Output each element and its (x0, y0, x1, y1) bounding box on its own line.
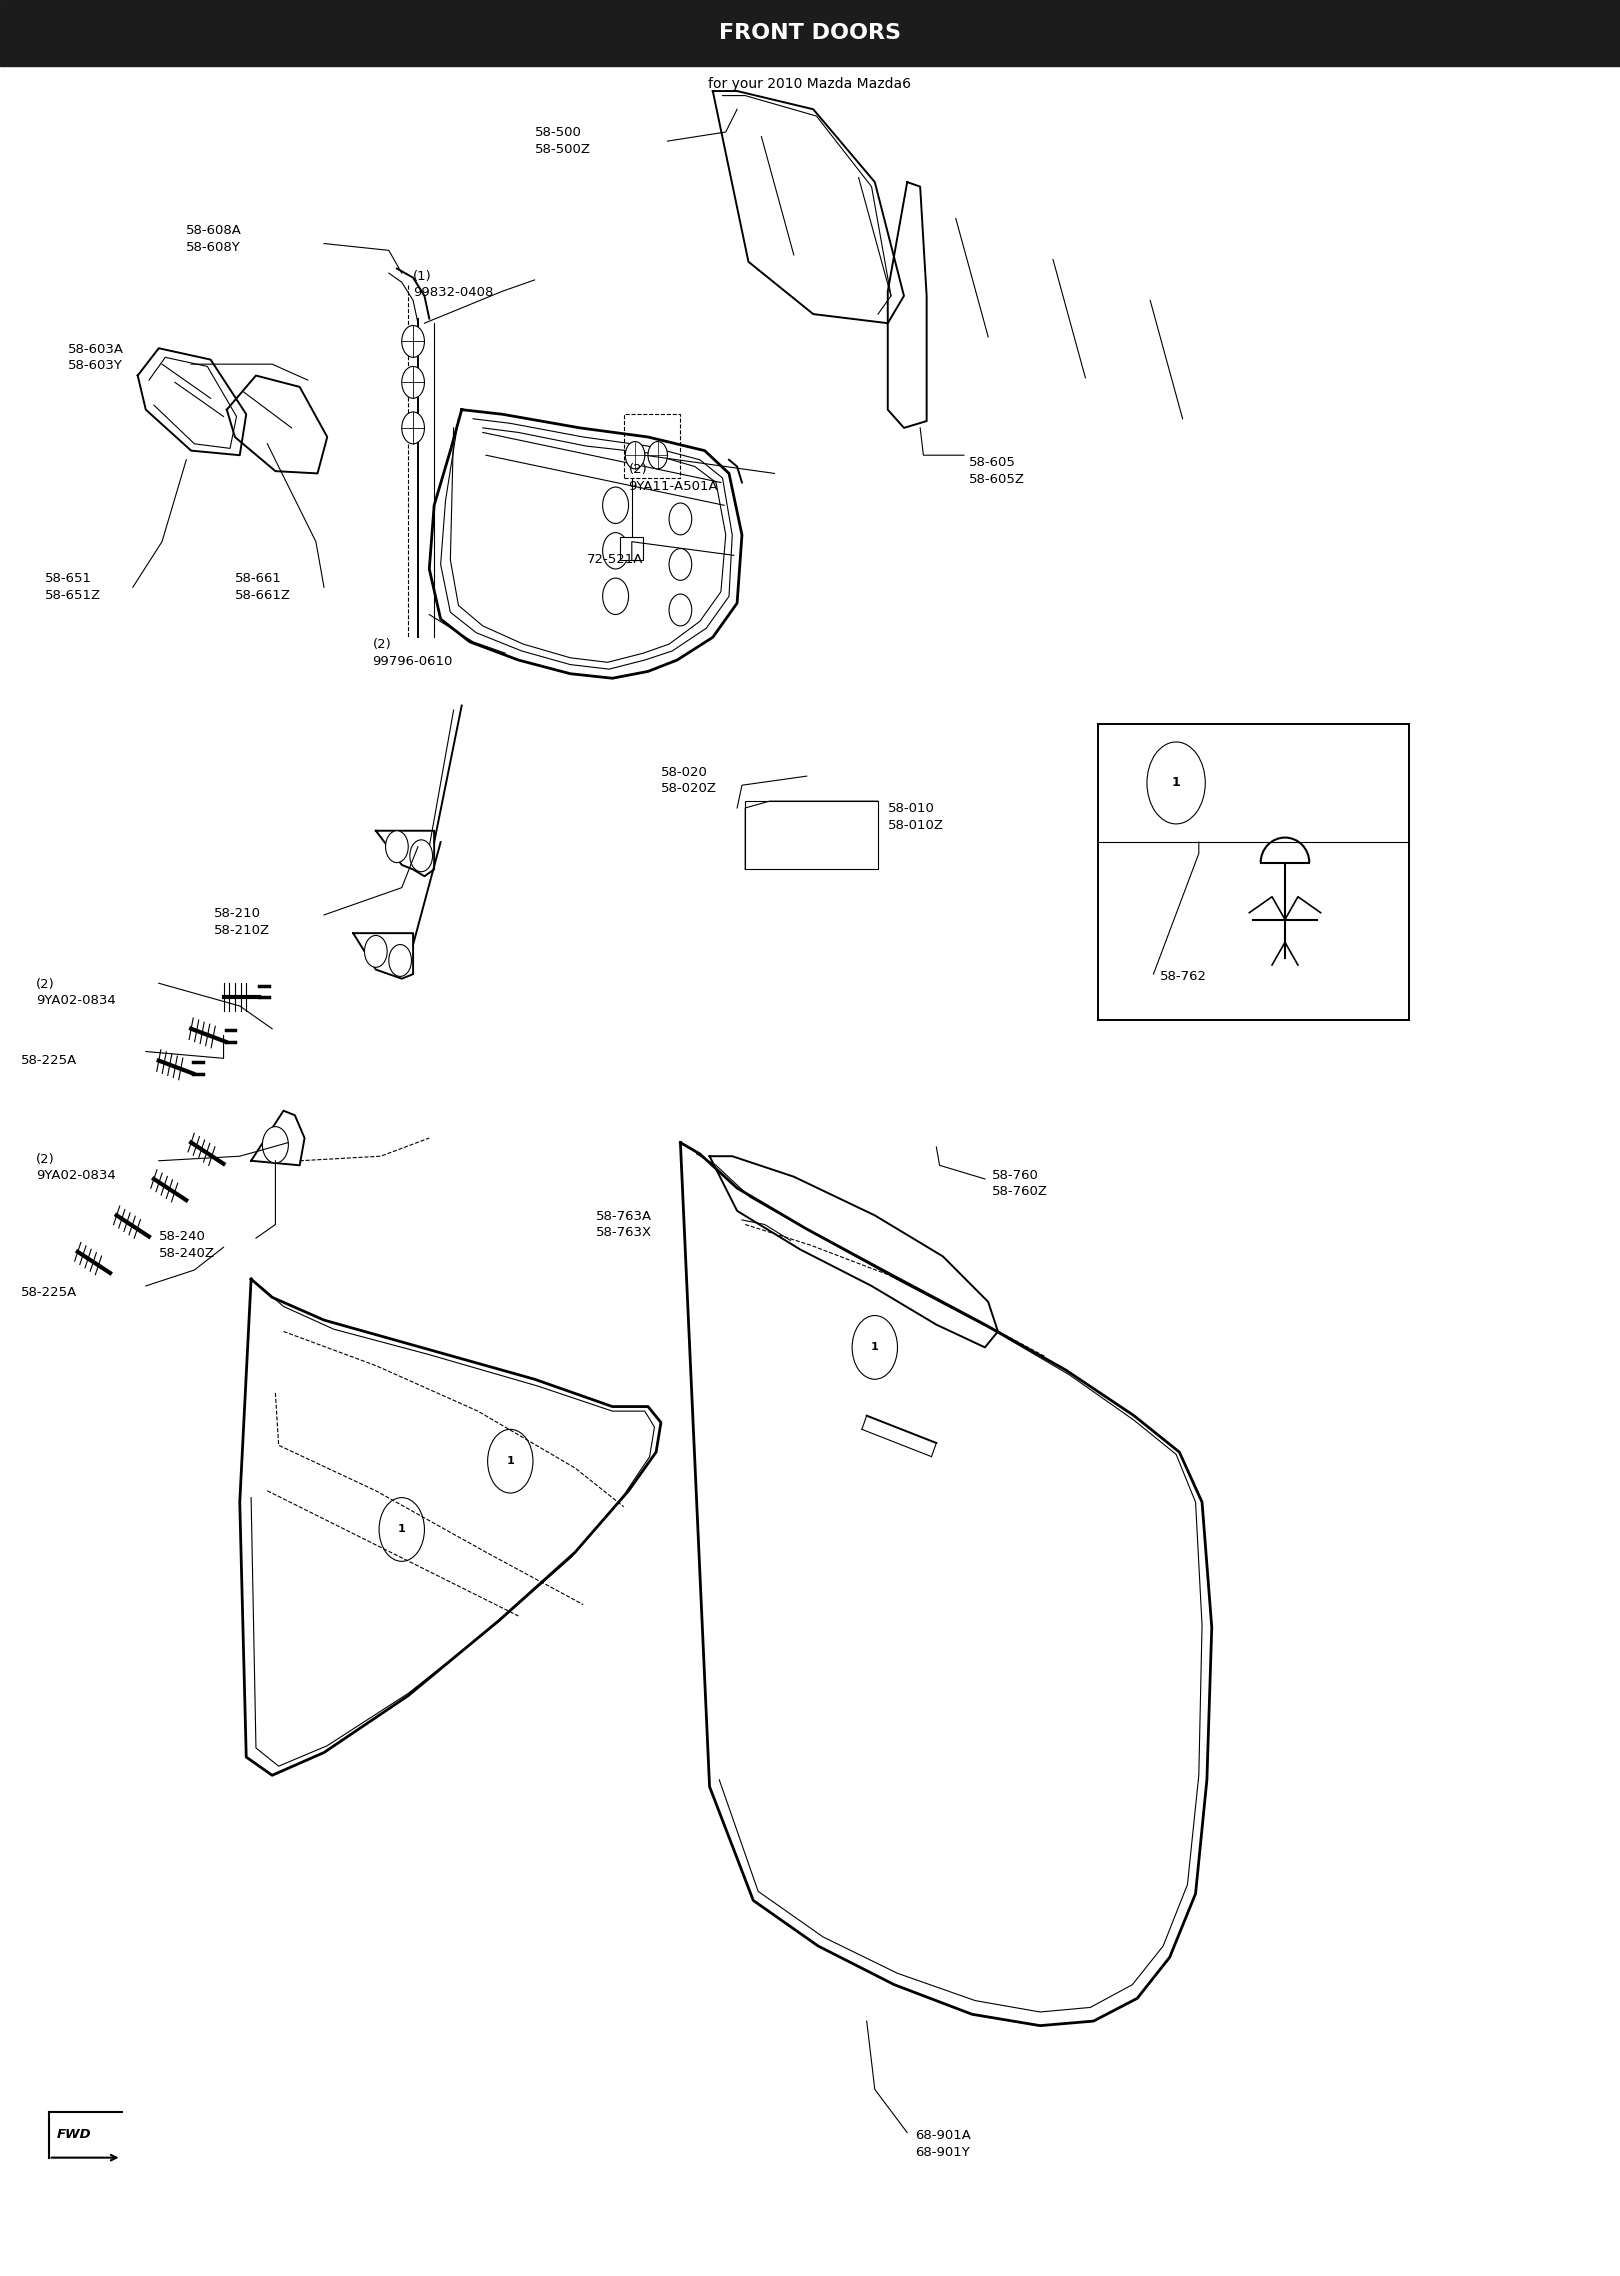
Bar (1098, 724, 1409, 1020)
Text: 58-500
58-500Z: 58-500 58-500Z (535, 127, 591, 155)
Text: 1: 1 (507, 1457, 514, 1466)
Text: 58-760
58-760Z: 58-760 58-760Z (991, 1170, 1048, 1197)
Circle shape (669, 503, 692, 535)
Circle shape (603, 533, 629, 569)
Text: FRONT DOORS: FRONT DOORS (719, 23, 901, 43)
Text: 68-901A
68-901Y: 68-901A 68-901Y (915, 2130, 970, 2158)
Circle shape (402, 325, 424, 357)
Circle shape (389, 945, 411, 976)
Text: 1: 1 (872, 1343, 878, 1352)
Text: 58-225A: 58-225A (21, 1286, 78, 1300)
Text: (2)
9YA02-0834: (2) 9YA02-0834 (36, 1154, 115, 1181)
Circle shape (262, 1127, 288, 1163)
Text: 58-763A
58-763X: 58-763A 58-763X (596, 1211, 653, 1238)
Circle shape (386, 831, 408, 863)
Text: 1: 1 (1171, 776, 1181, 790)
Text: 58-225A: 58-225A (21, 1054, 78, 1067)
Bar (620, 537, 643, 560)
Text: 58-608A
58-608Y: 58-608A 58-608Y (186, 225, 241, 253)
Circle shape (648, 442, 667, 469)
Text: 58-661
58-661Z: 58-661 58-661Z (235, 574, 292, 601)
Circle shape (603, 578, 629, 615)
Circle shape (669, 594, 692, 626)
Text: 58-651
58-651Z: 58-651 58-651Z (45, 574, 102, 601)
Circle shape (402, 412, 424, 444)
Text: 58-603A
58-603Y: 58-603A 58-603Y (68, 344, 125, 371)
Text: (2)
99796-0610: (2) 99796-0610 (373, 640, 454, 667)
Bar (745, 801, 878, 869)
Text: 58-605
58-605Z: 58-605 58-605Z (969, 457, 1025, 485)
Text: 72-521A: 72-521A (586, 553, 643, 567)
Text: 1: 1 (399, 1525, 405, 1534)
Text: FWD: FWD (57, 2128, 91, 2142)
Text: (1)
99832-0408: (1) 99832-0408 (413, 271, 494, 298)
Text: 58-020
58-020Z: 58-020 58-020Z (661, 767, 718, 794)
Text: 58-240
58-240Z: 58-240 58-240Z (159, 1231, 215, 1259)
Text: 58-010
58-010Z: 58-010 58-010Z (888, 803, 944, 831)
Circle shape (625, 442, 645, 469)
Circle shape (364, 935, 387, 967)
Text: (2)
9YA11-A501A: (2) 9YA11-A501A (629, 464, 718, 492)
Circle shape (402, 366, 424, 398)
Text: for your 2010 Mazda Mazda6: for your 2010 Mazda Mazda6 (708, 77, 912, 91)
Bar (624, 414, 680, 478)
Circle shape (603, 487, 629, 523)
Circle shape (669, 549, 692, 580)
Text: (2)
9YA02-0834: (2) 9YA02-0834 (36, 979, 115, 1006)
Bar (0, 0, 1620, 66)
Text: 58-762: 58-762 (1160, 970, 1207, 983)
Circle shape (410, 840, 433, 872)
Text: 58-210
58-210Z: 58-210 58-210Z (214, 908, 271, 935)
